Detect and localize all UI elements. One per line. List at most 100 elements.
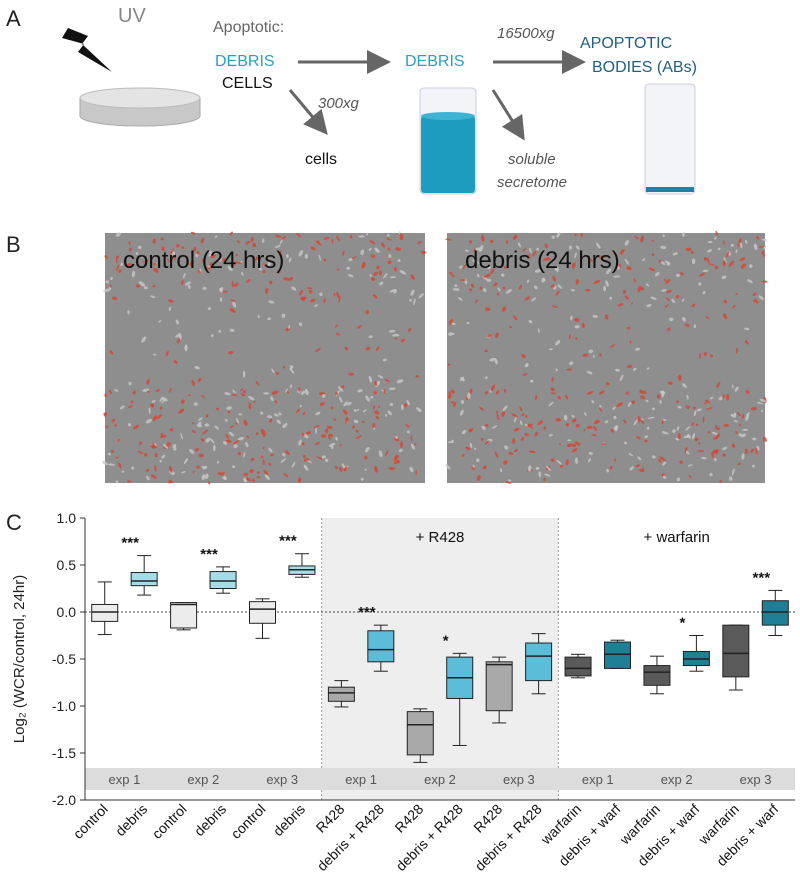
diagram-text: BODIES (ABs) bbox=[592, 59, 697, 76]
cell-speck bbox=[548, 401, 554, 407]
cell-speck bbox=[310, 246, 316, 251]
cell-speck bbox=[730, 243, 734, 247]
cell-speck bbox=[161, 454, 166, 459]
cell-speck bbox=[531, 250, 537, 257]
cell-speck bbox=[451, 401, 454, 404]
cell-speck bbox=[372, 422, 376, 429]
cell-speck bbox=[567, 439, 572, 442]
cell-speck bbox=[479, 245, 484, 253]
cell-speck bbox=[448, 391, 452, 398]
cell-speck bbox=[556, 232, 561, 238]
cell-speck bbox=[625, 391, 629, 395]
cell-speck bbox=[138, 281, 146, 287]
cell-speck bbox=[703, 256, 707, 261]
cell-speck bbox=[268, 280, 273, 285]
cell-speck bbox=[383, 388, 387, 395]
cell-speck bbox=[234, 261, 242, 265]
cell-speck bbox=[339, 466, 343, 472]
cell-speck bbox=[228, 431, 235, 437]
cell-speck bbox=[659, 456, 666, 461]
cell-speck bbox=[592, 314, 598, 318]
cell-speck bbox=[613, 415, 617, 420]
cell-speck bbox=[534, 269, 541, 273]
cell-speck bbox=[691, 422, 695, 426]
cell-speck bbox=[328, 442, 336, 447]
cell-speck bbox=[143, 286, 148, 290]
cell-speck bbox=[490, 384, 496, 392]
cell-speck bbox=[291, 461, 296, 468]
cell-speck bbox=[117, 438, 120, 442]
cell-speck bbox=[479, 406, 484, 411]
cell-speck bbox=[637, 456, 642, 461]
cell-speck bbox=[240, 388, 244, 391]
cell-speck bbox=[758, 295, 764, 301]
cell-speck bbox=[229, 328, 235, 332]
cell-speck bbox=[279, 250, 282, 255]
cell-speck bbox=[216, 407, 219, 411]
cell-speck bbox=[181, 280, 184, 285]
cell-speck bbox=[593, 419, 600, 424]
cell-speck bbox=[135, 252, 139, 255]
cell-speck bbox=[298, 439, 302, 446]
cell-speck bbox=[151, 399, 156, 404]
cell-speck bbox=[291, 286, 297, 291]
cell-speck bbox=[316, 240, 320, 243]
cell-speck bbox=[741, 428, 748, 431]
cell-speck bbox=[502, 286, 506, 290]
cell-speck bbox=[155, 389, 160, 393]
cell-speck bbox=[116, 264, 120, 271]
cell-speck bbox=[115, 480, 119, 483]
cell-speck bbox=[191, 422, 195, 425]
cell-speck bbox=[538, 471, 542, 478]
cell-speck bbox=[737, 462, 741, 466]
cell-speck bbox=[551, 377, 554, 383]
cell-speck bbox=[384, 450, 389, 456]
cell-speck bbox=[484, 440, 490, 445]
cell-speck bbox=[614, 458, 617, 462]
cell-speck bbox=[522, 373, 528, 376]
cell-speck bbox=[303, 454, 306, 459]
cell-speck bbox=[622, 289, 627, 294]
cell-speck bbox=[726, 251, 730, 258]
x-tick-label: R428 bbox=[313, 801, 348, 836]
cell-speck bbox=[401, 404, 404, 411]
cell-speck bbox=[617, 303, 624, 307]
cell-speck bbox=[696, 408, 702, 412]
cell-speck bbox=[240, 393, 246, 397]
cell-speck bbox=[496, 413, 500, 421]
cell-speck bbox=[261, 238, 265, 243]
cell-speck bbox=[207, 307, 211, 311]
cell-speck bbox=[548, 434, 553, 437]
cell-speck bbox=[524, 433, 529, 437]
cell-speck bbox=[389, 289, 396, 293]
cell-speck bbox=[299, 404, 302, 408]
cell-speck bbox=[376, 346, 380, 351]
cell-speck bbox=[243, 472, 249, 476]
cell-speck bbox=[168, 299, 174, 303]
cell-speck bbox=[334, 465, 338, 470]
cell-speck bbox=[356, 408, 360, 412]
cell-speck bbox=[167, 258, 170, 263]
cell-speck bbox=[663, 278, 667, 282]
cell-speck bbox=[624, 295, 629, 300]
cell-speck bbox=[257, 315, 260, 319]
cell-speck bbox=[738, 423, 742, 426]
cell-speck bbox=[260, 455, 264, 459]
cell-speck bbox=[120, 262, 123, 266]
cell-speck bbox=[246, 435, 250, 439]
cell-speck bbox=[730, 413, 737, 418]
cell-speck bbox=[501, 411, 506, 417]
cell-speck bbox=[319, 402, 325, 406]
cell-speck bbox=[273, 413, 279, 417]
cell-speck bbox=[513, 315, 518, 321]
cell-speck bbox=[591, 400, 595, 404]
cell-speck bbox=[410, 289, 415, 296]
cell-speck bbox=[108, 389, 112, 395]
cell-speck bbox=[115, 232, 121, 237]
cell-speck bbox=[366, 232, 369, 236]
box bbox=[525, 642, 553, 682]
cell-speck bbox=[305, 431, 312, 435]
box bbox=[406, 711, 434, 756]
cell-speck bbox=[566, 443, 573, 448]
cell-speck bbox=[445, 464, 451, 470]
